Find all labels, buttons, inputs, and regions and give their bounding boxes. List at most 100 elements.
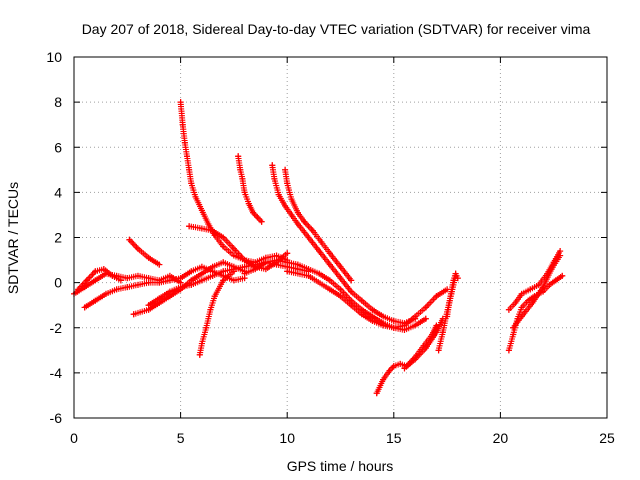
data-point [273, 257, 280, 264]
data-point [220, 234, 227, 241]
data-point [305, 266, 312, 273]
data-point [337, 263, 344, 270]
series-track-j [235, 153, 265, 225]
data-point [237, 166, 244, 173]
data-point [390, 363, 397, 370]
data-point [401, 365, 408, 372]
data-point [250, 209, 257, 216]
data-point [294, 261, 301, 268]
axes: 0 5 10 15 20 25 -6 -4 -2 0 2 4 6 8 10 [46, 49, 615, 446]
x-tick-label: 5 [177, 430, 185, 446]
data-point [358, 297, 365, 304]
data-point [448, 288, 455, 295]
x-tick-label: 15 [386, 430, 402, 446]
data-point [209, 227, 216, 234]
data-point [209, 272, 216, 279]
data-point [510, 324, 517, 331]
data-point [439, 329, 446, 336]
data-point [188, 268, 195, 275]
x-axis-label: GPS time / hours [287, 458, 394, 474]
data-point [275, 191, 282, 198]
data-point [241, 270, 248, 277]
data-point [386, 367, 393, 374]
data-point [220, 268, 227, 275]
data-point [258, 218, 265, 225]
data-point [422, 315, 429, 322]
data-point [220, 277, 227, 284]
data-point [348, 277, 355, 284]
data-point [552, 277, 559, 284]
data-point [535, 281, 542, 288]
data-point [235, 153, 242, 160]
data-point [316, 270, 323, 277]
data-point [454, 275, 461, 282]
data-point [284, 180, 291, 187]
data-point [245, 200, 252, 207]
data-point [83, 277, 90, 284]
data-point [220, 259, 227, 266]
data-point [252, 266, 259, 273]
data-point [433, 329, 440, 336]
data-point [316, 248, 323, 255]
data-point [156, 295, 163, 302]
data-point [113, 286, 120, 293]
data-point [92, 277, 99, 284]
data-point [181, 139, 188, 146]
data-point [348, 288, 355, 295]
data-point [166, 277, 173, 284]
data-point [294, 220, 301, 227]
data-point [294, 209, 301, 216]
data-point [239, 175, 246, 182]
data-point [241, 189, 248, 196]
data-point [358, 311, 365, 318]
data-point [369, 317, 376, 324]
data-point [412, 313, 419, 320]
data-point [188, 180, 195, 187]
data-point [262, 259, 269, 266]
data-point [179, 121, 186, 128]
data-point [540, 284, 547, 291]
data-point [435, 347, 442, 354]
data-point [288, 196, 295, 203]
data-point [75, 286, 82, 293]
data-point [390, 324, 397, 331]
y-tick-label: 4 [54, 184, 62, 200]
series-track-t [505, 248, 564, 313]
y-tick-label: 0 [54, 275, 62, 291]
data-point [518, 313, 525, 320]
x-tick-label: 0 [70, 430, 78, 446]
data-point [156, 279, 163, 286]
data-point [422, 304, 429, 311]
data-point [433, 293, 440, 300]
data-point [100, 266, 107, 273]
chart-title: Day 207 of 2018, Sidereal Day-to-day VTE… [82, 21, 591, 37]
data-point [301, 218, 308, 225]
data-point [527, 286, 534, 293]
data-point [92, 297, 99, 304]
data-point [198, 225, 205, 232]
data-point [348, 302, 355, 309]
data-point [505, 347, 512, 354]
data-point [326, 286, 333, 293]
data-point [559, 272, 566, 279]
data-point [337, 286, 344, 293]
data-point [117, 277, 124, 284]
data-point [198, 340, 205, 347]
data-point [452, 270, 459, 277]
data-point [207, 306, 214, 313]
data-point [529, 299, 536, 306]
data-point [134, 272, 141, 279]
data-point [525, 297, 532, 304]
data-point [512, 299, 519, 306]
data-point [145, 302, 152, 309]
data-point [166, 288, 173, 295]
data-point [134, 245, 141, 252]
data-point [337, 275, 344, 282]
data-point [241, 263, 248, 270]
y-tick-label: -2 [50, 320, 63, 336]
data-point [177, 275, 184, 282]
data-point [271, 175, 278, 182]
data-point [557, 252, 564, 259]
data-point [546, 281, 553, 288]
data-point [284, 259, 291, 266]
